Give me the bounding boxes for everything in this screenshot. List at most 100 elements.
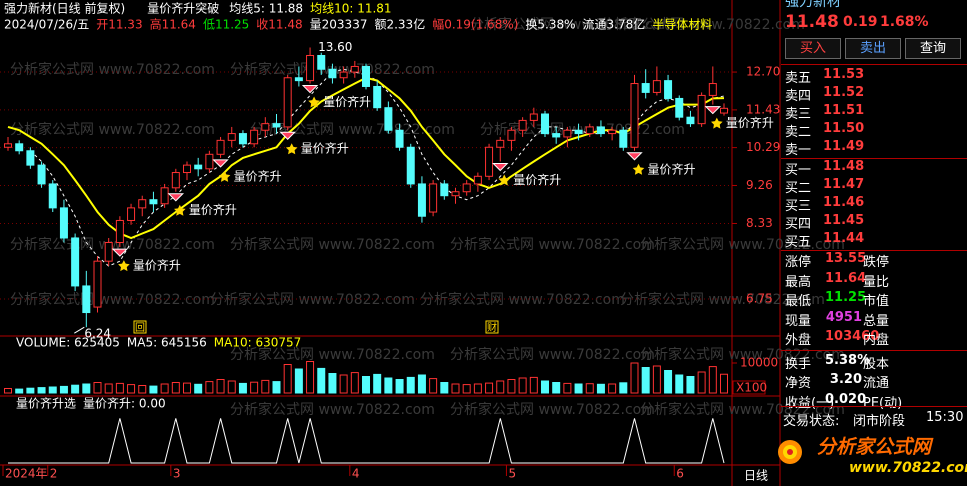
volume-bar [37, 387, 46, 394]
volume-bar [104, 383, 113, 394]
unit-box [732, 380, 766, 395]
volume-bar [552, 382, 561, 394]
candle-body [115, 219, 124, 244]
stat-value: 11.64 [825, 270, 867, 286]
candle-body [216, 139, 225, 155]
book-label: 卖一 [785, 143, 812, 158]
volume-bar [675, 374, 684, 394]
stat-label: 量比 [863, 274, 890, 290]
stat-label: 总量 [863, 313, 890, 329]
candle-body [373, 85, 382, 109]
volume-bar [641, 367, 650, 394]
candle-body [507, 129, 516, 141]
low-annotation: 6.24 [84, 327, 111, 341]
volume-bar [238, 382, 247, 394]
volume-bar [440, 382, 449, 394]
signal-label: 量价齐升 [189, 202, 237, 217]
candle-body [37, 164, 46, 185]
watermark: 分析家公式网 www.70822.com [230, 236, 435, 253]
divider [781, 64, 967, 65]
signal-label: 量价齐升 [301, 141, 349, 156]
volume-bar [59, 385, 68, 394]
stat-label: 最高 [785, 274, 812, 290]
book-label: 买一 [785, 163, 812, 178]
book-price: 11.53 [823, 67, 865, 82]
volume-bar [250, 381, 259, 394]
watermark: 分析家公式网 www.70822.com [10, 291, 215, 308]
candle-body [127, 207, 136, 221]
candle-body [541, 113, 549, 135]
volume-bar [294, 368, 303, 394]
candle-body [317, 54, 326, 70]
candle-body [652, 80, 661, 93]
candle-body [82, 285, 91, 314]
volume-bar [48, 386, 57, 394]
divider [781, 406, 967, 407]
volume-bar [630, 362, 639, 394]
signal-gem [111, 248, 129, 257]
candle-body [26, 150, 35, 166]
high-annotation: 13.60 [318, 40, 352, 54]
signal-gem [492, 162, 509, 172]
book-price: 11.45 [823, 213, 865, 228]
candle-body [451, 191, 460, 197]
book-label: 卖五 [785, 71, 812, 86]
unit-label: X100 [736, 381, 767, 395]
stat-label: 股本 [863, 356, 890, 372]
y-tick-label: 6.75 [746, 291, 773, 305]
button[interactable]: 买入 [785, 38, 841, 59]
candle-body [384, 107, 393, 131]
watermark: 分析家公式网 www.70822.com [620, 291, 825, 308]
stat-label: 换手 [785, 356, 812, 372]
candle-body [306, 54, 315, 82]
book-price: 11.48 [823, 159, 865, 174]
info-item: 幅0.19(1.68%) [432, 17, 518, 32]
button[interactable]: 查询 [905, 38, 961, 59]
signal-star [285, 143, 298, 155]
candle-body [160, 187, 169, 205]
volume-bar [15, 388, 24, 394]
volume-bar [261, 379, 270, 394]
stat-label: 外盘 [785, 333, 812, 348]
watermark: 分析家公式网 www.70822.com [640, 236, 845, 253]
signal-label: 量价齐升 [648, 161, 696, 176]
book-label: 买四 [785, 217, 812, 232]
volume-bar [93, 382, 102, 394]
y-tick-label: 12.70 [746, 65, 780, 79]
info-item: 低11.25 [203, 18, 249, 32]
volume-bar [686, 376, 695, 394]
indicator-name: 量价齐升突破 [147, 1, 219, 16]
volume-bar [373, 373, 382, 394]
info-item: MA10: 630757 [214, 336, 302, 350]
y-tick-label: 11.43 [746, 102, 780, 116]
info-item: MA5: 645156 [127, 336, 207, 350]
candle-body [104, 242, 113, 262]
volume-bar [127, 384, 136, 394]
candle-body [708, 83, 717, 96]
volume-bar [384, 377, 393, 394]
stat-value: 13.55 [825, 251, 867, 266]
candle-body [462, 183, 471, 193]
button[interactable]: 卖出 [845, 38, 901, 59]
low-pointer [74, 326, 85, 334]
volume-bar [395, 379, 404, 394]
candle-body [183, 164, 191, 174]
candle-body [339, 71, 348, 79]
signal-star [218, 170, 231, 182]
signal-gem [626, 152, 643, 161]
volume-bar [496, 380, 505, 394]
last-price: 11.48 [785, 12, 839, 32]
x-tick-label: 6 [676, 467, 684, 481]
watermark: 分析家公式网 www.70822.com [250, 121, 455, 138]
candle-body [171, 172, 180, 189]
signal-label: 量价齐升 [133, 258, 181, 273]
stock-title: 强力新材(日线 前复权) [4, 1, 125, 16]
x-tick-label: 3 [173, 467, 181, 481]
signal-star [308, 96, 320, 108]
event-box [485, 320, 499, 334]
book-price: 11.50 [823, 121, 865, 136]
change: 0.19 [843, 14, 878, 30]
volume-bar [227, 380, 236, 394]
